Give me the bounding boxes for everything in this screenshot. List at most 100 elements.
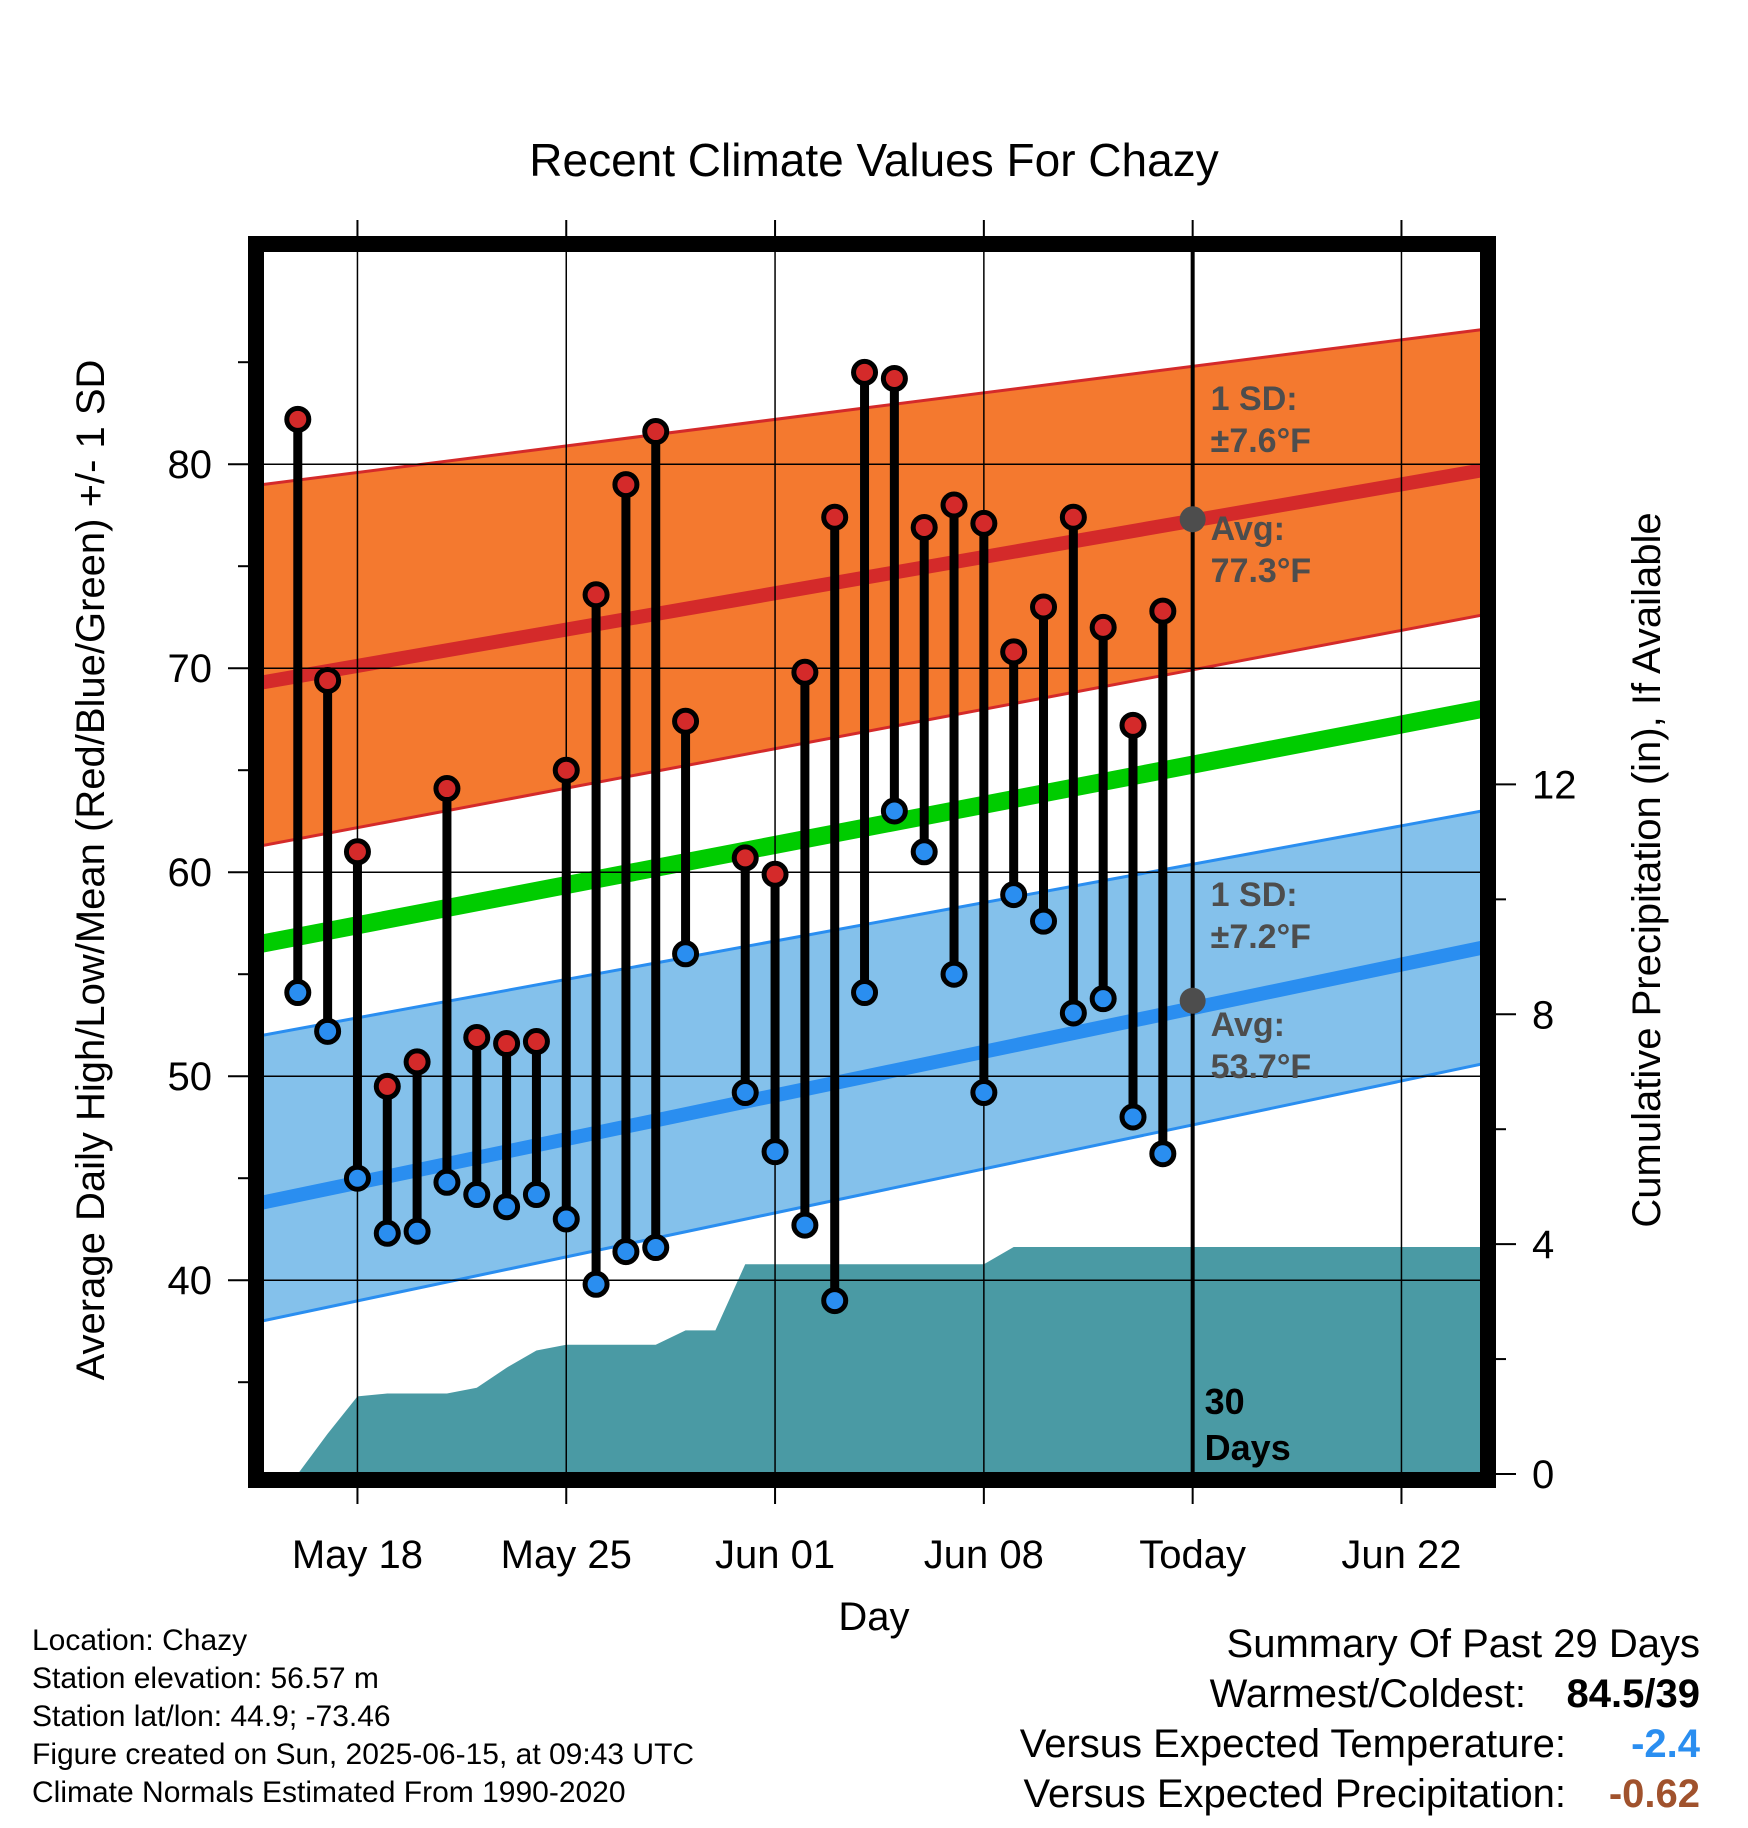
high-sd-label: 1 SD: [1211, 380, 1298, 418]
temp-anomaly-value: -2.4 [1631, 1722, 1700, 1766]
station-info: Location: Chazy Station elevation: 56.57… [32, 1622, 694, 1812]
days-label: Days [1205, 1427, 1291, 1468]
high-avg-value: 77.3°F [1211, 552, 1312, 590]
high-point-3 [373, 1072, 401, 1100]
low-sd-value: ±7.2°F [1211, 918, 1311, 956]
low-point-22 [970, 1079, 998, 1107]
precip-area [297, 1247, 1482, 1474]
high-point-19 [880, 365, 908, 393]
high-point-23 [1000, 638, 1028, 666]
high-sd-band-lower-edge [262, 613, 1482, 848]
precip-anomaly-value: -0.62 [1608, 1772, 1700, 1816]
chart-title: Recent Climate Values For Chazy [529, 134, 1218, 186]
low-point-15 [761, 1138, 789, 1166]
low-point-21 [940, 960, 968, 988]
high-point-9 [552, 756, 580, 784]
today-low-avg-marker [1179, 987, 1206, 1014]
y2-axis-label: Cumulative Precipitation (in), If Availa… [1625, 512, 1669, 1227]
low-sd-band-upper-edge [262, 809, 1482, 1037]
low-point-20 [910, 838, 938, 866]
days-count: 30 [1205, 1381, 1245, 1422]
high-sd-value: ±7.6°F [1211, 422, 1311, 460]
x-tick-label-1: May 25 [501, 1533, 632, 1577]
y-tick-label-0: 40 [168, 1259, 213, 1303]
high-point-21 [940, 491, 968, 519]
precip-anomaly-label: Versus Expected Precipitation: [1023, 1772, 1566, 1816]
low-point-19 [880, 797, 908, 825]
y2-tick-label-2: 8 [1532, 993, 1554, 1037]
low-point-5 [433, 1168, 461, 1196]
location-text: Location: Chazy [32, 1624, 248, 1657]
normals-text: Climate Normals Estimated From 1990-2020 [32, 1776, 626, 1809]
warmest-value: 84.5/39 [1566, 1672, 1700, 1716]
high-point-5 [433, 775, 461, 803]
plot-frame [248, 236, 1496, 1488]
low-sd-label: 1 SD: [1211, 876, 1298, 914]
high-point-10 [582, 581, 610, 609]
high-point-15 [761, 860, 789, 888]
normal-mean-line [262, 700, 1482, 953]
low-avg-value: 53.7°F [1211, 1048, 1312, 1086]
x-tick-label-5: Jun 22 [1341, 1533, 1461, 1577]
high-point-28 [1149, 597, 1177, 625]
high-point-26 [1089, 613, 1117, 641]
y-tick-label-1: 50 [168, 1055, 213, 1099]
high-point-13 [672, 707, 700, 735]
x-tick-label-2: Jun 01 [715, 1533, 835, 1577]
x-tick-label-0: May 18 [292, 1533, 423, 1577]
high-point-11 [612, 471, 640, 499]
plot-area: 1 SD: ±7.6°F Avg: 77.3°F 1 SD: ±7.2°F Avg: 53.7… [262, 242, 1482, 1482]
high-point-24 [1030, 593, 1058, 621]
x-tick-label-3: Jun 08 [924, 1533, 1044, 1577]
low-point-4 [403, 1217, 431, 1245]
high-point-17 [821, 503, 849, 531]
high-point-18 [851, 358, 879, 386]
low-point-23 [1000, 881, 1028, 909]
temp-anomaly-label: Versus Expected Temperature: [1019, 1722, 1566, 1766]
low-point-27 [1119, 1103, 1147, 1131]
latlon-text: Station lat/lon: 44.9; -73.46 [32, 1700, 391, 1733]
low-point-7 [493, 1193, 521, 1221]
low-point-18 [851, 979, 879, 1007]
low-point-11 [612, 1238, 640, 1266]
y-tick-label-2: 60 [168, 851, 213, 895]
low-point-25 [1059, 999, 1087, 1027]
y2-tick-label-0: 0 [1532, 1453, 1554, 1497]
high-sd-band-upper-edge [262, 328, 1482, 487]
high-avg-label: Avg: [1211, 510, 1285, 548]
high-point-12 [642, 418, 670, 446]
high-point-7 [493, 1030, 521, 1058]
y2-tick-label-1: 4 [1532, 1223, 1554, 1267]
high-point-2 [343, 838, 371, 866]
low-point-26 [1089, 985, 1117, 1013]
axes: May 18 May 25 Jun 01 Jun 08 Today Jun 2240506… [168, 220, 1577, 1577]
y2-tick-label-3: 12 [1532, 763, 1577, 807]
high-point-4 [403, 1048, 431, 1076]
low-point-9 [552, 1205, 580, 1233]
high-point-20 [910, 513, 938, 541]
low-point-13 [672, 940, 700, 968]
high-point-8 [522, 1028, 550, 1056]
low-point-16 [791, 1211, 819, 1239]
summary-panel: Summary Of Past 29 Days Warmest/Coldest:… [920, 1622, 1700, 1822]
y-tick-label-3: 70 [168, 647, 213, 691]
low-point-28 [1149, 1140, 1177, 1168]
summary-heading: Summary Of Past 29 Days [1226, 1622, 1700, 1666]
warmest-label: Warmest/Coldest: [1209, 1672, 1526, 1716]
x-axis-label: Day [838, 1595, 909, 1639]
high-point-0 [284, 405, 312, 433]
high-point-25 [1059, 503, 1087, 531]
x-tick-label-4: Today [1139, 1533, 1246, 1577]
low-point-17 [821, 1287, 849, 1315]
high-point-1 [314, 666, 342, 694]
high-point-27 [1119, 711, 1147, 739]
low-point-12 [642, 1234, 670, 1262]
low-point-24 [1030, 907, 1058, 935]
created-text: Figure created on Sun, 2025-06-15, at 09… [32, 1738, 695, 1771]
high-point-22 [970, 509, 998, 537]
high-point-14 [731, 844, 759, 872]
plot-content [262, 250, 1482, 1474]
high-point-16 [791, 658, 819, 686]
today-high-avg-marker [1179, 506, 1206, 533]
